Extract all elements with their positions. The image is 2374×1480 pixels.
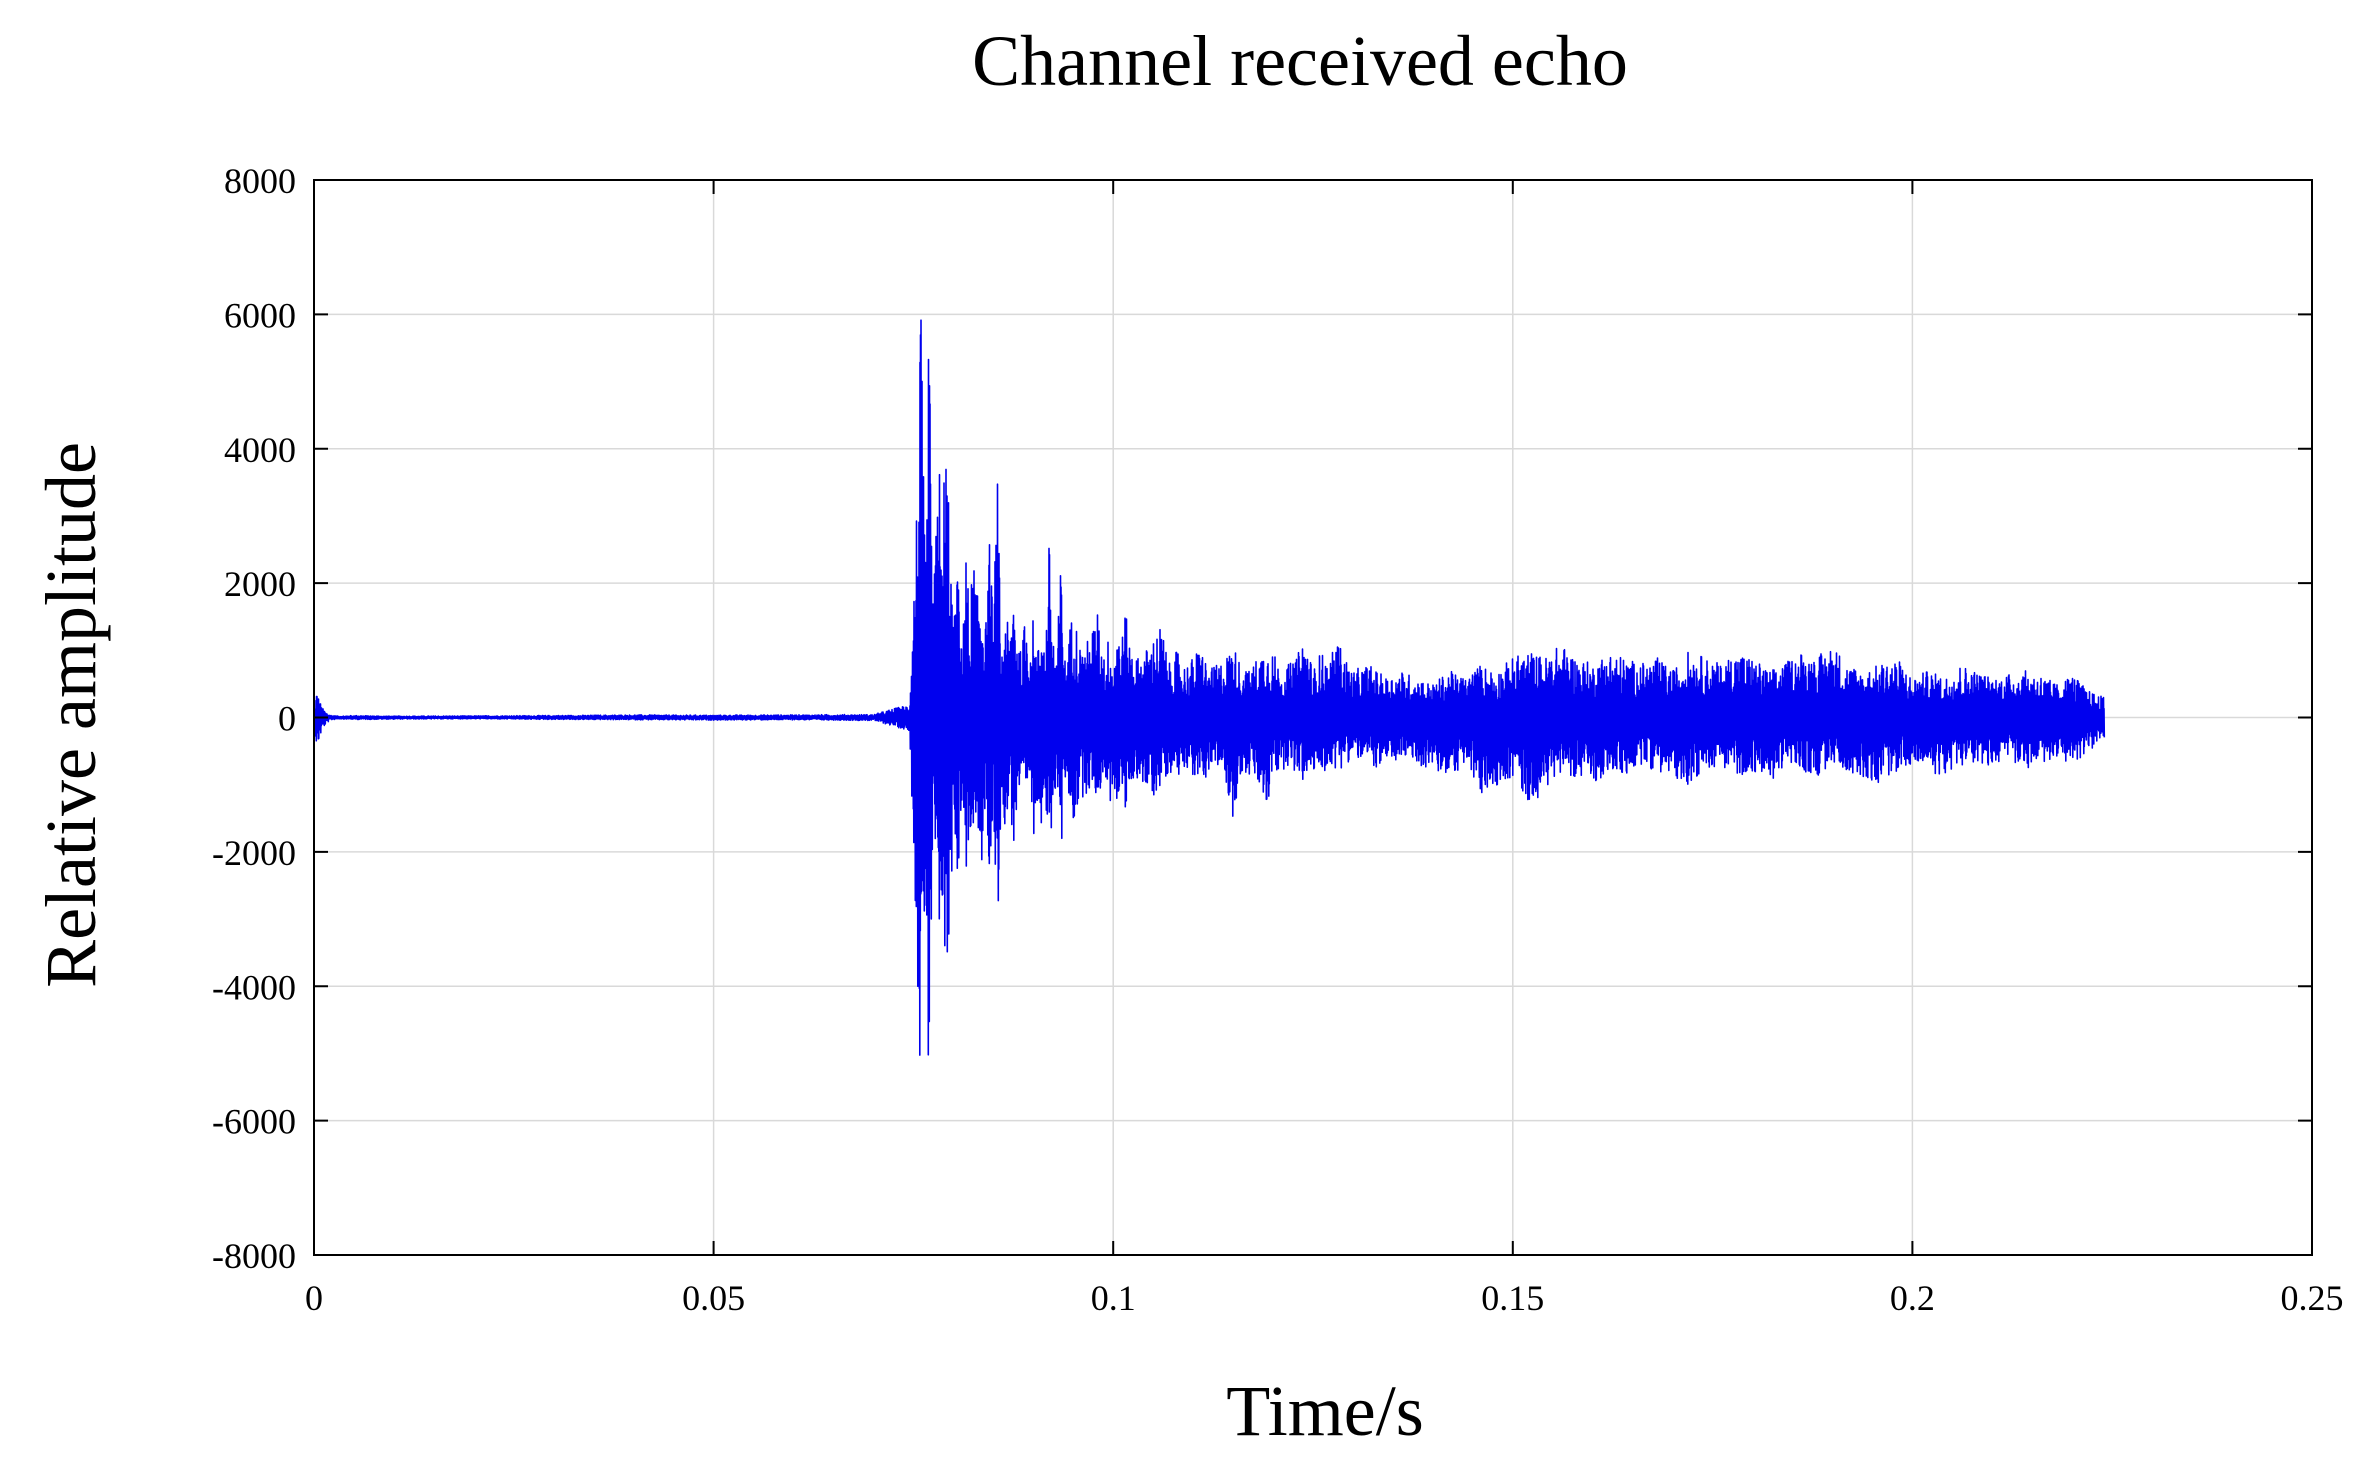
- y-tick-label: 4000: [224, 430, 296, 470]
- x-tick-label: 0.2: [1890, 1278, 1935, 1318]
- y-axis-title: Relative amplitude: [31, 442, 111, 988]
- y-tick-label: 0: [278, 699, 296, 739]
- plot-area: [313, 319, 2106, 1056]
- y-tick-label: -6000: [212, 1102, 296, 1142]
- y-tick-label: 6000: [224, 295, 296, 335]
- x-tick-label: 0: [305, 1278, 323, 1318]
- signal-series-line: [313, 319, 2106, 1056]
- x-axis: 0 0.05 0.1 0.15 0.2 0.25: [305, 180, 2344, 1318]
- x-tick-label: 0.05: [682, 1278, 745, 1318]
- x-tick-label: 0.15: [1481, 1278, 1544, 1318]
- x-axis-title: Time/s: [1226, 1371, 1423, 1451]
- y-tick-label: 2000: [224, 564, 296, 604]
- y-tick-label: -8000: [212, 1236, 296, 1276]
- y-tick-label: 8000: [224, 161, 296, 201]
- chart-title: Channel received echo: [972, 21, 1628, 101]
- y-tick-label: -4000: [212, 967, 296, 1007]
- y-tick-label: -2000: [212, 833, 296, 873]
- x-tick-label: 0.25: [2281, 1278, 2344, 1318]
- x-tick-label: 0.1: [1091, 1278, 1136, 1318]
- y-axis: 8000 6000 4000 2000 0 -2000 -4000 -6000 -8000: [212, 161, 2312, 1276]
